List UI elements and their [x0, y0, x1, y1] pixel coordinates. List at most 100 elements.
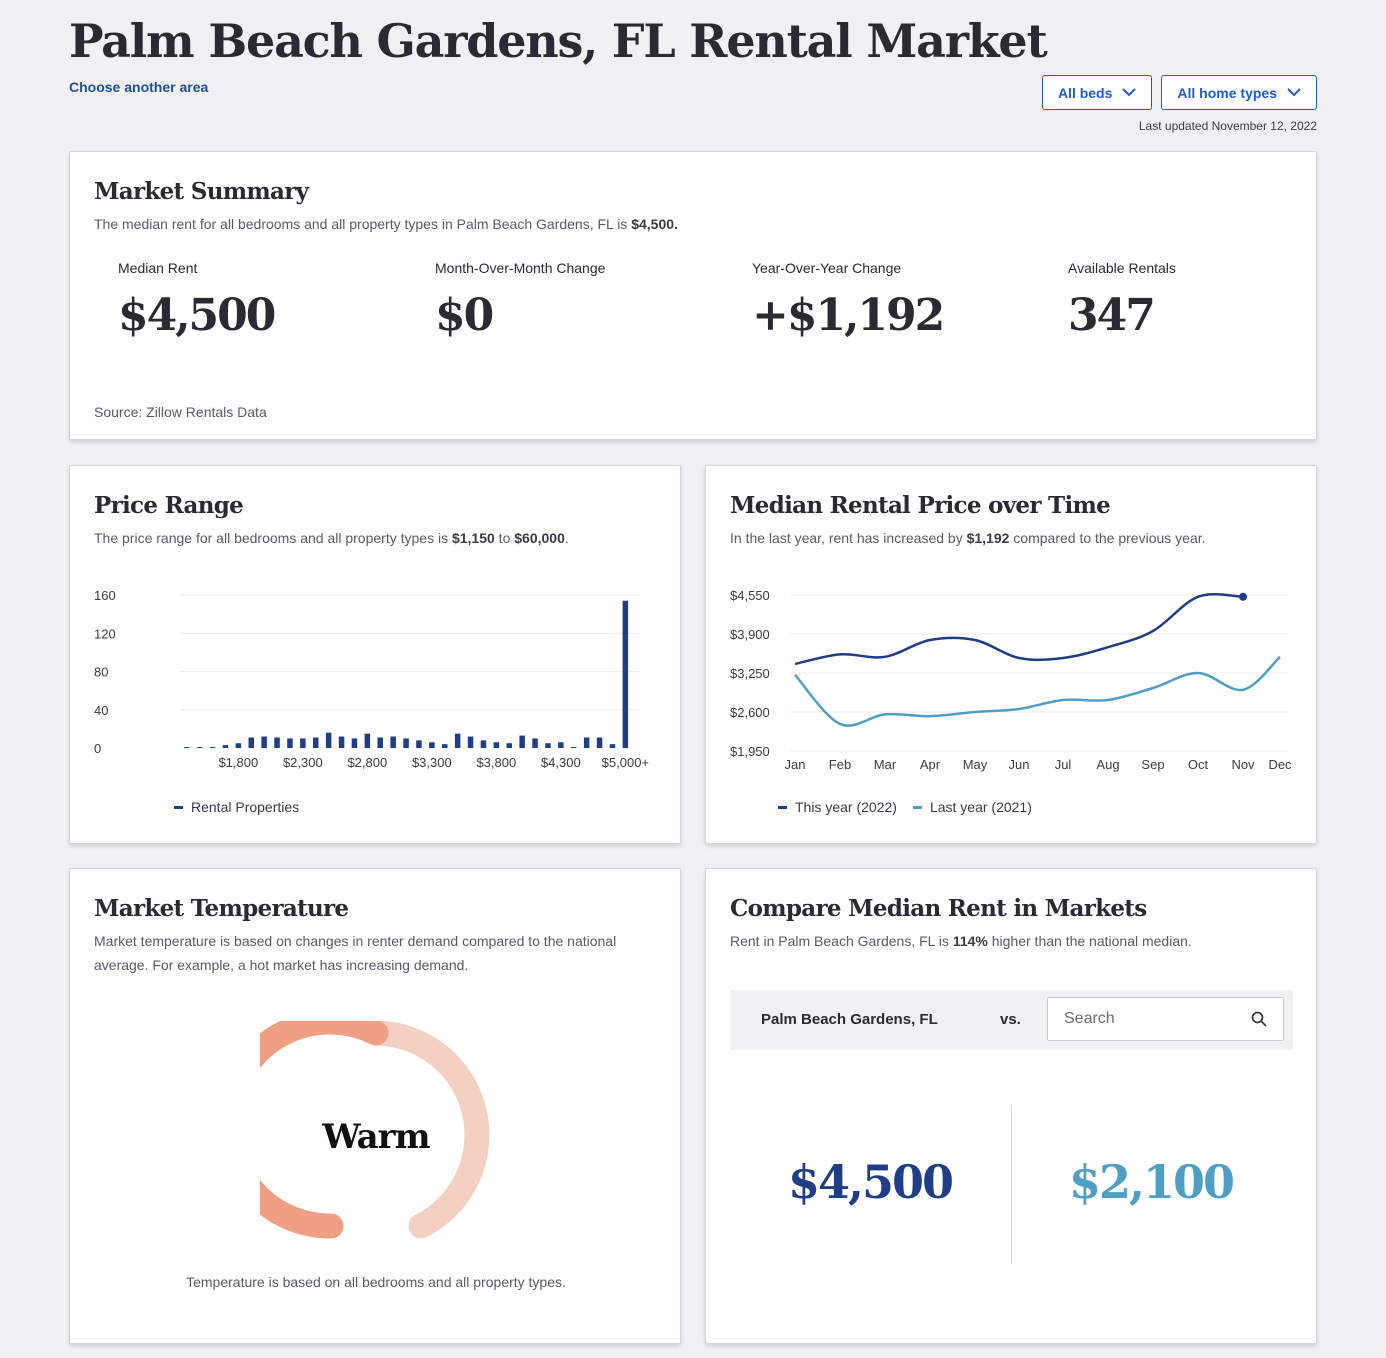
y-tick-label: $1,950: [730, 744, 770, 759]
bar: [545, 743, 551, 748]
legend-label: Last year (2021): [929, 799, 1032, 815]
bar: [377, 737, 383, 748]
x-tick-label: Aug: [1096, 757, 1119, 772]
compare-bar: Palm Beach Gardens, FL vs.: [730, 990, 1293, 1050]
last-updated: Last updated November 12, 2022: [1138, 119, 1317, 133]
card-subtitle: Market temperature is based on changes i…: [94, 933, 617, 973]
y-tick-label: 80: [94, 665, 108, 680]
card-title: Market Temperature: [94, 895, 349, 922]
beds-filter-button[interactable]: All beds: [1041, 75, 1153, 110]
card-title: Market Summary: [94, 178, 309, 205]
bar: [390, 736, 396, 748]
series-line-this-year: [794, 593, 1244, 666]
stat-label: Year-Over-Year Change: [752, 260, 902, 276]
stat-month-over-month: Month-Over-Month Change $0: [435, 260, 605, 341]
y-tick-label: 160: [94, 588, 116, 603]
bar: [558, 742, 564, 748]
page-title: Palm Beach Gardens, FL Rental Market: [69, 14, 1048, 68]
stat-value: $4,500: [118, 290, 276, 341]
x-tick-label: Nov: [1231, 757, 1255, 772]
chevron-down-icon: [1287, 88, 1301, 97]
temperature-gauge: [260, 1021, 490, 1239]
stat-label: Month-Over-Month Change: [435, 260, 606, 276]
x-tick-label: $3,300: [412, 755, 452, 770]
bar: [596, 737, 603, 748]
series-line-last-year: [794, 655, 1281, 727]
local-median-rent: $4,500: [787, 1155, 954, 1209]
x-tick-label: Dec: [1268, 757, 1292, 772]
y-tick-label: 120: [94, 626, 116, 641]
rental-trend-card: Median Rental Price over Time In the las…: [705, 465, 1317, 844]
current-city-label: Palm Beach Gardens, FL: [761, 1011, 938, 1028]
home-types-filter-button[interactable]: All home types: [1161, 75, 1317, 110]
bar: [209, 747, 216, 749]
gauge-warm-arc: [260, 1021, 389, 1239]
y-tick-label: 0: [94, 741, 101, 756]
beds-filter-label: All beds: [1057, 84, 1113, 101]
x-tick-label: Feb: [829, 757, 851, 772]
y-tick-label: 40: [94, 703, 108, 718]
y-tick-label: $3,250: [730, 666, 770, 681]
stat-value: 347: [1068, 290, 1156, 341]
x-tick-label: $5,000+: [602, 755, 649, 770]
bar: [532, 738, 538, 748]
x-tick-label: Jul: [1055, 757, 1072, 772]
compare-divider: [1011, 1105, 1012, 1264]
rental-trend-line-chart: $4,550 $3,900 $3,250 $2,600 $1,950 Jan Feb Mar A…: [730, 588, 1292, 772]
bar: [429, 742, 435, 748]
legend-swatch: [912, 805, 922, 809]
compare-markets-card: Compare Median Rent in Markets Rent in P…: [705, 868, 1317, 1344]
bar: [454, 733, 461, 748]
legend-item: Rental Properties: [174, 799, 299, 815]
price-range-card: Price Range The price range for all bedr…: [69, 465, 681, 844]
x-tick-label: Jun: [1009, 757, 1030, 772]
y-tick-label: $4,550: [730, 588, 770, 603]
bar: [338, 736, 345, 748]
bar: [467, 736, 474, 748]
x-tick-label: May: [963, 757, 988, 772]
stat-value: $0: [435, 290, 494, 341]
chart-legend: Rental Properties: [174, 799, 299, 815]
card-subtitle: In the last year, rent has increased by …: [730, 530, 1206, 546]
legend-label: This year (2022): [795, 799, 897, 815]
bar: [261, 736, 267, 748]
x-tick-label: $3,800: [476, 755, 516, 770]
bar: [493, 742, 500, 748]
bar: [609, 744, 616, 748]
bar: [196, 747, 203, 749]
bar: [571, 747, 577, 749]
gauge-track: [363, 1021, 490, 1239]
bar: [184, 747, 190, 749]
x-tick-label: Sep: [1141, 757, 1164, 772]
y-tick-label: $2,600: [730, 705, 770, 720]
chart-legend: This year (2022) Last year (2021): [778, 799, 1032, 815]
data-source: Source: Zillow Rentals Data: [94, 404, 267, 420]
card-subtitle: The price range for all bedrooms and all…: [94, 530, 569, 546]
bar: [506, 743, 512, 748]
bar: [403, 738, 409, 748]
bar: [248, 737, 254, 748]
stat-label: Median Rent: [118, 260, 198, 276]
market-temperature-card: Market Temperature Market temperature is…: [69, 868, 681, 1344]
bar: [480, 740, 487, 748]
filter-bar: All beds All home types: [1041, 75, 1317, 110]
card-title: Compare Median Rent in Markets: [730, 895, 1147, 922]
x-tick-label: Mar: [874, 757, 897, 772]
bar: [442, 744, 448, 748]
x-tick-label: Apr: [920, 757, 941, 772]
y-tick-label: $3,900: [730, 627, 770, 642]
chevron-down-icon: [1122, 88, 1137, 97]
card-subtitle: The median rent for all bedrooms and all…: [94, 216, 678, 232]
bar: [274, 737, 280, 748]
bar: [222, 745, 229, 748]
x-tick-label: Jan: [785, 757, 806, 772]
bar: [583, 737, 590, 748]
x-tick-label: $2,800: [347, 755, 387, 770]
market-search-input[interactable]: [1048, 998, 1248, 1040]
search-icon[interactable]: [1251, 1011, 1267, 1027]
x-tick-label: $2,300: [283, 755, 323, 770]
bar: [519, 735, 525, 748]
choose-another-area-link[interactable]: Choose another area: [69, 79, 209, 95]
market-summary-card: Market Summary The median rent for all b…: [69, 151, 1317, 440]
card-title: Price Range: [94, 492, 244, 519]
